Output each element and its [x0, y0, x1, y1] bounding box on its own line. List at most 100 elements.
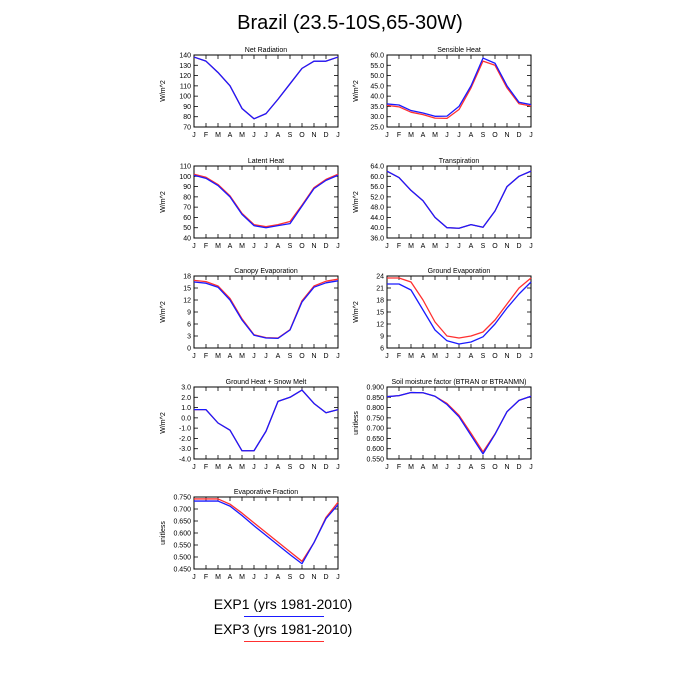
x-tick-label: M — [215, 353, 221, 360]
y-axis-label: unitless — [353, 411, 360, 435]
x-tick-label: M — [239, 353, 245, 360]
y-tick-label: 0.500 — [173, 555, 191, 562]
x-tick-label: A — [228, 132, 233, 139]
plot-frame — [193, 54, 339, 128]
x-tick-label: F — [204, 132, 208, 139]
y-tick-label: 25.0 — [370, 125, 384, 132]
x-tick-label: D — [516, 464, 521, 471]
x-tick-label: F — [204, 464, 208, 471]
y-tick-label: 15 — [376, 310, 384, 317]
legend-label-exp1: EXP1 (yrs 1981-2010) — [213, 596, 353, 612]
y-tick-label: 100 — [179, 94, 191, 101]
x-tick-label: J — [385, 353, 389, 360]
x-tick-label: J — [264, 243, 268, 250]
plot-frame — [386, 165, 532, 239]
x-tick-label: J — [264, 132, 268, 139]
x-tick-label: J — [252, 574, 256, 581]
y-axis-label: unitless — [160, 521, 167, 545]
y-tick-label: 110 — [180, 164, 191, 171]
x-tick-label: A — [276, 353, 281, 360]
x-tick-label: J — [192, 464, 196, 471]
series-line-exp3 — [386, 60, 532, 120]
x-tick-label: A — [276, 464, 281, 471]
y-axis-label: W/m^2 — [160, 191, 167, 213]
x-tick-label: M — [432, 464, 438, 471]
y-tick-label: 52.0 — [370, 194, 384, 201]
y-axis-label: W/m^2 — [353, 191, 360, 213]
plot-title: Canopy Evaporation — [234, 268, 298, 275]
y-tick-label: 24 — [376, 274, 384, 281]
y-tick-label: 6 — [187, 322, 191, 329]
y-tick-label: -3.0 — [179, 446, 191, 453]
x-tick-label: F — [397, 353, 401, 360]
series-line-exp1 — [386, 391, 532, 455]
series-line-exp1 — [194, 389, 339, 452]
x-tick-label: M — [239, 464, 245, 471]
y-tick-label: 15 — [183, 286, 191, 293]
x-tick-label: F — [204, 353, 208, 360]
x-tick-label: A — [421, 353, 426, 360]
y-tick-label: 60.0 — [370, 53, 384, 60]
y-tick-label: 0.750 — [173, 495, 191, 502]
x-tick-label: S — [481, 464, 486, 471]
x-tick-label: J — [264, 574, 268, 581]
y-tick-label: 0.650 — [366, 436, 384, 443]
x-tick-label: A — [469, 132, 474, 139]
y-tick-label: 60.0 — [370, 174, 384, 181]
legend-line-exp3 — [244, 641, 324, 642]
x-tick-label: D — [323, 464, 328, 471]
series-line-exp1 — [194, 500, 339, 565]
x-tick-label: S — [481, 243, 486, 250]
y-tick-label: 18 — [376, 298, 384, 305]
legend-line-exp1 — [244, 616, 324, 617]
x-tick-label: O — [299, 464, 305, 471]
x-tick-label: M — [239, 574, 245, 581]
x-tick-label: O — [299, 243, 305, 250]
y-tick-label: 0.750 — [366, 415, 384, 422]
x-tick-label: J — [457, 132, 461, 139]
x-tick-label: J — [192, 132, 196, 139]
x-tick-label: J — [445, 353, 449, 360]
plot-title: Latent Heat — [248, 158, 284, 165]
y-tick-label: 36.0 — [370, 236, 384, 243]
y-tick-label: -2.0 — [179, 436, 191, 443]
x-tick-label: M — [215, 574, 221, 581]
x-tick-label: J — [385, 243, 389, 250]
x-tick-label: S — [288, 464, 293, 471]
x-tick-label: J — [385, 464, 389, 471]
x-tick-label: A — [421, 243, 426, 250]
x-tick-label: J — [252, 353, 256, 360]
x-tick-label: N — [311, 464, 316, 471]
plot-title: Net Radiation — [245, 47, 288, 54]
y-tick-label: 70 — [183, 205, 191, 212]
x-tick-label: A — [276, 574, 281, 581]
plot-frame — [386, 275, 532, 349]
x-tick-label: O — [299, 132, 305, 139]
x-tick-label: J — [529, 353, 533, 360]
x-tick-label: J — [264, 464, 268, 471]
y-tick-label: 56.0 — [370, 184, 384, 191]
y-tick-label: 12 — [183, 298, 191, 305]
x-tick-label: N — [504, 243, 509, 250]
x-tick-label: S — [288, 353, 293, 360]
x-tick-label: M — [432, 243, 438, 250]
x-tick-label: J — [457, 353, 461, 360]
x-tick-label: D — [516, 243, 521, 250]
y-tick-label: 12 — [376, 322, 384, 329]
plot-title: Ground Evaporation — [428, 268, 491, 275]
y-tick-label: 40.0 — [370, 225, 384, 232]
x-tick-label: J — [192, 243, 196, 250]
series-line-exp3 — [386, 170, 532, 229]
x-tick-label: S — [288, 243, 293, 250]
plot-title: Soil moisture factor (BTRAN or BTRANMN) — [392, 379, 527, 386]
x-tick-label: D — [323, 132, 328, 139]
y-tick-label: 50.0 — [370, 73, 384, 80]
legend-label-exp3: EXP3 (yrs 1981-2010) — [213, 621, 353, 637]
y-tick-label: 0.700 — [366, 426, 384, 433]
y-tick-label: 80 — [183, 194, 191, 201]
series-line-exp1 — [193, 174, 339, 229]
plot-title: Sensible Heat — [437, 47, 481, 54]
x-tick-label: J — [192, 574, 196, 581]
y-tick-label: 40 — [183, 236, 191, 243]
series-line-exp1 — [387, 281, 532, 345]
